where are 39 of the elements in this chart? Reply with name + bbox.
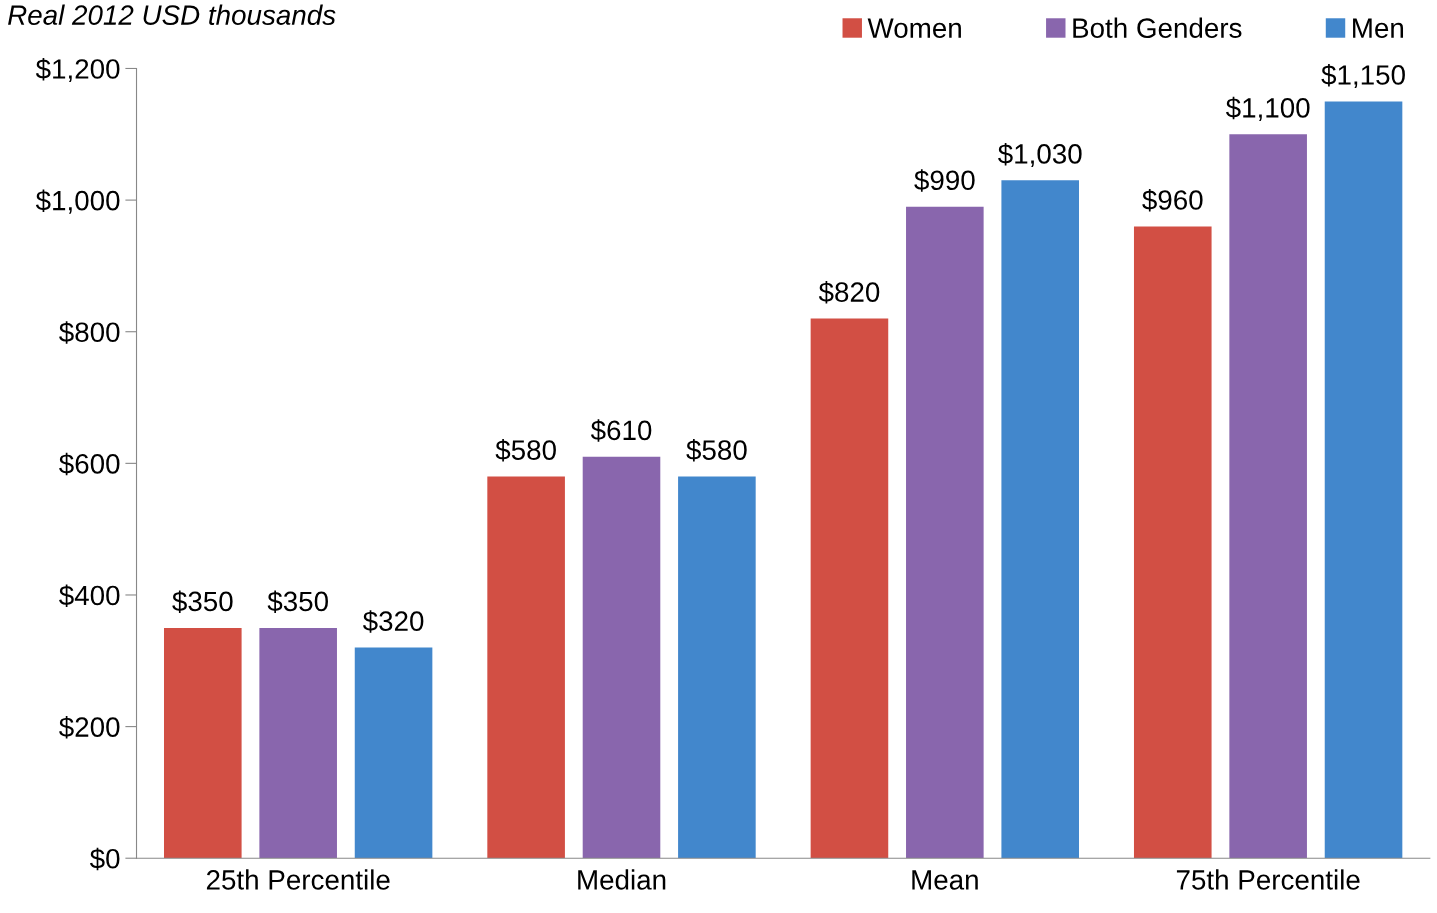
data-label: $610 [590,419,652,442]
bar [678,476,756,859]
data-label: $1,150 [1321,63,1405,89]
y-tick-label: $800 [59,321,120,344]
bar [487,476,565,859]
legend-label: Men [1353,18,1404,38]
y-tick-label: $1,000 [35,189,120,214]
data-label: $350 [267,590,328,613]
y-tick-label: $200 [59,716,120,739]
legend-label: Women [867,18,961,38]
bar [582,456,661,859]
data-label: $320 [362,610,424,633]
data-label: $820 [818,281,880,304]
x-tick-label: 75th Percentile [1176,869,1360,890]
y-tick-label: $600 [59,452,120,476]
bar [164,627,242,859]
bar [1133,226,1212,859]
data-label: $350 [172,590,233,613]
bar [1229,134,1307,859]
bar [354,647,433,859]
bar [906,206,984,859]
y-tick-label: $1,200 [35,57,120,83]
chart-subtitle: Real 2012 USD thousands [8,4,336,25]
bar [1324,101,1403,859]
data-label: $580 [686,439,747,462]
legend-label: Both Genders [1073,17,1242,38]
y-tick-label: $400 [59,584,120,607]
data-label: $580 [495,439,556,462]
y-tick-label: $0 [89,847,120,871]
x-tick-label: Median [578,869,666,890]
bar [1001,180,1080,859]
x-tick-label: 25th Percentile [206,869,390,890]
data-label: $1,030 [998,142,1082,168]
data-label: $1,100 [1225,96,1310,121]
data-label: $990 [914,169,975,192]
bar [259,627,337,859]
x-tick-label: Mean [912,870,978,890]
bar [810,318,889,859]
data-label: $960 [1142,188,1203,212]
